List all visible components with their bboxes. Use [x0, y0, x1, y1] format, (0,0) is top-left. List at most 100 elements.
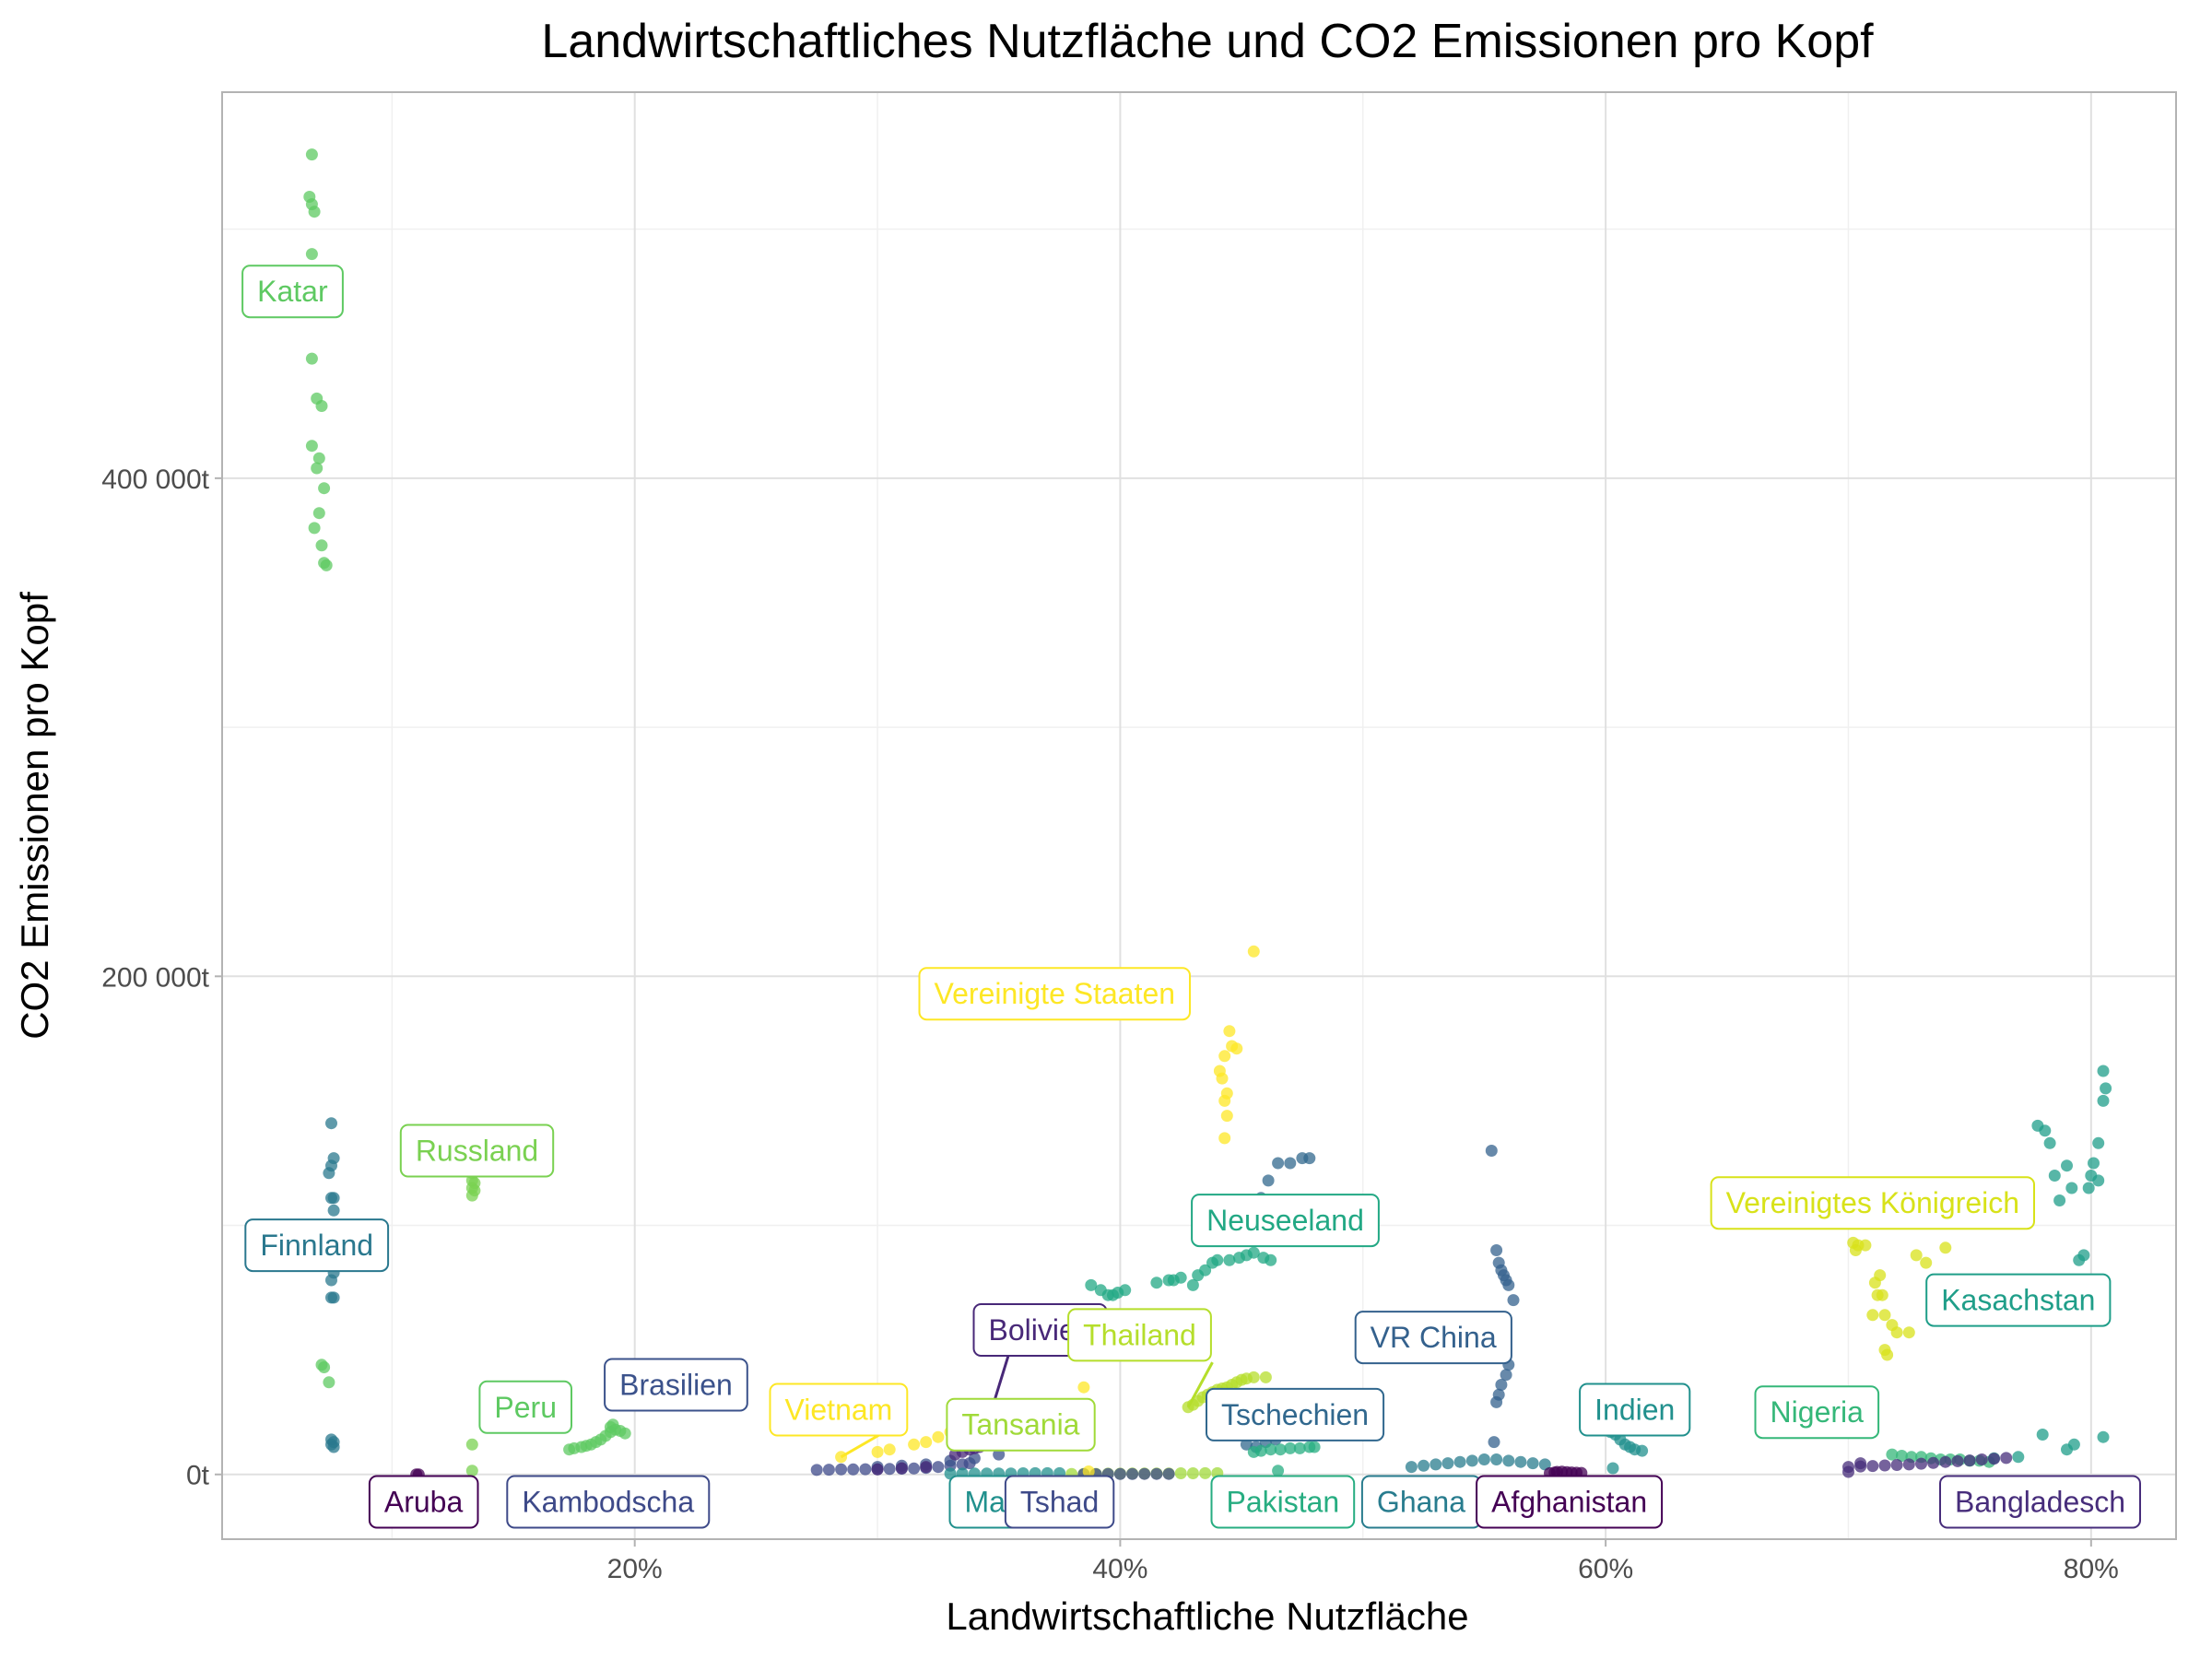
data-point-ghana — [1465, 1454, 1478, 1467]
data-point-ghana — [1430, 1458, 1442, 1471]
data-point-neuseeland — [1211, 1253, 1224, 1266]
data-point-ghana — [1526, 1457, 1539, 1470]
label-box — [244, 1218, 390, 1273]
data-point-kambodscha — [847, 1463, 860, 1476]
data-point-vereinigte-staaten — [1218, 1094, 1231, 1107]
country-label-bangladesch: Bangladesch — [1939, 1475, 2141, 1529]
data-point-neuseeland — [1199, 1264, 1212, 1277]
data-point-finnland — [327, 1192, 340, 1205]
label-text: Katar — [257, 275, 328, 308]
country-label-neuseeland: Neuseeland — [1191, 1194, 1380, 1248]
data-point-vereinigtes-k-nigreich — [1910, 1249, 1923, 1262]
data-point-tschechien — [1240, 1438, 1253, 1451]
data-point-bolivien — [871, 1463, 884, 1476]
y-tick-label: 400 000t — [101, 465, 209, 495]
country-label-indien: Indien — [1579, 1382, 1691, 1437]
label-text: Tansania — [961, 1408, 1079, 1441]
data-point-bangladesch — [1927, 1456, 1940, 1469]
country-label-brasilien: Brasilien — [604, 1358, 748, 1412]
data-point-neuseeland — [1186, 1278, 1199, 1291]
label-box — [1004, 1475, 1115, 1529]
data-point-ghana — [1405, 1461, 1418, 1474]
data-point-neuseeland — [1247, 1246, 1260, 1259]
data-point-nigeria — [1895, 1450, 1908, 1462]
data-point-pakistan — [1265, 1443, 1277, 1456]
data-point-vereinigte-staaten — [1216, 1072, 1229, 1085]
data-point-kasachstan — [2067, 1438, 2080, 1451]
data-point-tshad — [1126, 1467, 1139, 1480]
label-leader-line — [840, 1433, 881, 1459]
label-box — [1476, 1475, 1664, 1529]
data-point-kasachstan — [2036, 1429, 2049, 1441]
label-box — [1939, 1475, 2141, 1529]
data-point-kasachstan — [2092, 1174, 2105, 1187]
data-point-vietnam — [871, 1445, 884, 1458]
country-label-vr-china: VR China — [1354, 1311, 1512, 1365]
label-text: Brasilien — [619, 1368, 733, 1401]
data-point-bangladesch — [1878, 1459, 1891, 1472]
data-point-bangladesch — [1854, 1457, 1867, 1470]
label-text: Tshad — [1020, 1485, 1099, 1518]
data-point-vereinigtes-k-nigreich — [1866, 1309, 1879, 1322]
data-point-katar — [312, 507, 325, 520]
data-point-katar — [305, 352, 318, 365]
country-label-finnland: Finnland — [244, 1218, 390, 1273]
country-labels: Katar Finnland Aruba Russland Peru Kambodscha… — [241, 265, 2141, 1529]
data-point-neuseeland — [1150, 1277, 1163, 1289]
data-point-ghana — [1441, 1457, 1454, 1470]
data-point-finnland — [327, 1441, 340, 1453]
label-box — [368, 1475, 479, 1529]
data-point-ghana — [1477, 1453, 1490, 1465]
country-label-katar: Katar — [241, 265, 344, 319]
data-point-katar — [318, 482, 331, 495]
data-point-russland — [465, 1465, 478, 1477]
x-tick-label: 60% — [1578, 1554, 1633, 1584]
label-text: Peru — [494, 1391, 557, 1424]
x-tick-label: 80% — [2064, 1554, 2119, 1584]
data-point-finnland — [327, 1291, 340, 1304]
data-point-finnland-low — [318, 1361, 331, 1373]
data-point-brasilien — [968, 1452, 981, 1465]
country-label-vereinigtes-k-nigreich: Vereinigtes Königreich — [1710, 1176, 2035, 1230]
data-point-bangladesch — [1975, 1453, 1988, 1465]
label-box — [1710, 1176, 2035, 1230]
data-point-kasachstan — [2053, 1194, 2066, 1206]
data-point-neuseeland — [1085, 1278, 1098, 1291]
label-box — [399, 1124, 555, 1178]
data-point-katar — [308, 206, 321, 218]
country-label-pakistan: Pakistan — [1210, 1475, 1356, 1529]
data-point-vereinigtes-k-nigreich — [1849, 1244, 1862, 1256]
country-label-afghanistan: Afghanistan — [1476, 1475, 1664, 1529]
data-point-kambodscha — [932, 1461, 945, 1474]
data-point-bangladesch — [1890, 1459, 1903, 1471]
data-point-vereinigte-staaten — [1218, 1050, 1231, 1063]
data-point-neuseeland — [1174, 1271, 1187, 1284]
label-text: Finnland — [260, 1229, 373, 1262]
data-point-kambodscha — [835, 1463, 848, 1476]
y-tick-label: 200 000t — [101, 962, 209, 993]
country-label-russland: Russland — [399, 1124, 555, 1178]
data-point-ghana — [1514, 1455, 1527, 1468]
data-point-thailand — [1259, 1371, 1272, 1383]
data-point-vereinigte-staaten — [1223, 1025, 1236, 1038]
data-point-ghana — [1453, 1455, 1466, 1468]
label-box — [1354, 1311, 1512, 1365]
data-point-vietnam — [908, 1438, 921, 1451]
data-point-katar — [315, 400, 328, 412]
data-point-bangladesch — [1988, 1453, 2000, 1465]
data-point-brasilien — [993, 1448, 1006, 1461]
data-point-bangladesch — [1842, 1465, 1854, 1478]
data-point-neuseeland — [1265, 1253, 1277, 1266]
data-point-katar — [311, 462, 324, 475]
label-text: Ghana — [1377, 1485, 1465, 1518]
data-point-tshad — [1138, 1467, 1151, 1480]
label-box — [1925, 1273, 2112, 1327]
label-box — [918, 967, 1191, 1021]
data-point-katar — [320, 559, 333, 571]
label-text: Nigeria — [1771, 1395, 1865, 1429]
country-label-tansania: Tansania — [946, 1397, 1096, 1452]
data-point-tansania — [1186, 1467, 1199, 1479]
data-point-finnland — [325, 1117, 337, 1130]
data-point-tansania — [1174, 1467, 1187, 1479]
data-point-katar — [308, 522, 321, 535]
